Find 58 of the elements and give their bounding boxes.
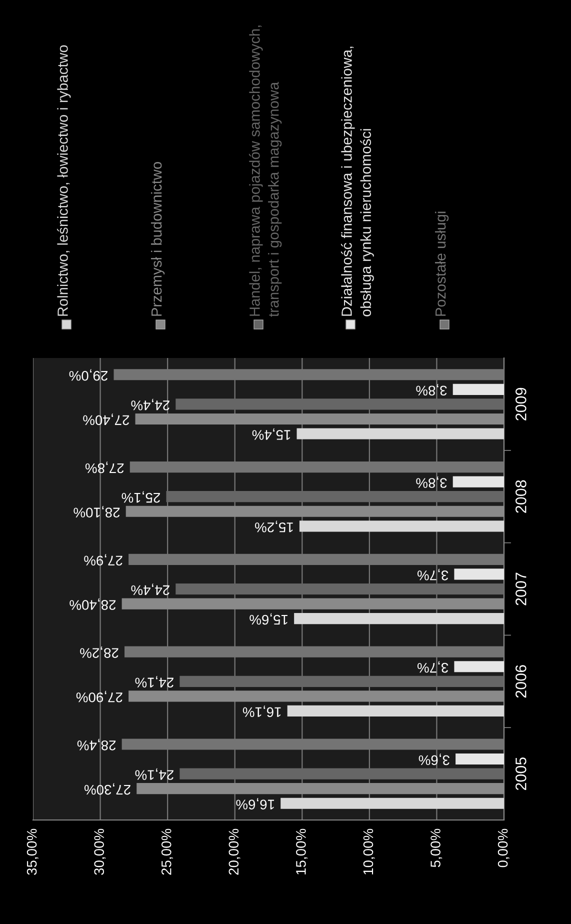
bar	[452, 384, 504, 395]
data-label: 3,8%	[416, 384, 447, 396]
data-label: 27,9%	[84, 554, 122, 566]
data-label: 28,10%	[74, 506, 120, 518]
y-tick-label: 2006	[516, 665, 526, 698]
data-label: 15,6%	[250, 613, 288, 625]
data-label: 3,7%	[417, 661, 448, 673]
x-tick-label: 10,00%	[363, 828, 375, 874]
text: Działalność finansowa i ubezpieczeniowa, obsługa rynku nieruchomości	[341, 46, 374, 316]
x-tick-label: 20,00%	[228, 828, 240, 875]
data-label: 15,2%	[255, 520, 293, 532]
bar	[180, 676, 504, 687]
bar	[296, 428, 504, 440]
text: Handel, naprawa pojazdów samochodowych, transport i gospodarka magazynowa	[249, 26, 282, 317]
data-label: 27,40%	[83, 414, 130, 426]
data-label: 27,90%	[76, 690, 122, 702]
bar	[454, 568, 504, 580]
bar	[454, 661, 504, 672]
y-tick-label: 2009	[516, 388, 526, 420]
x-tick-label: 35,00%	[26, 828, 38, 875]
x-tick-label: 5,00%	[430, 828, 442, 868]
x-tick-label: 30,00%	[94, 828, 106, 875]
data-label: 3,8%	[416, 476, 447, 488]
y-tick-label: 2008	[516, 480, 526, 513]
x-tick-label: 15,00%	[296, 828, 308, 874]
text: Rolnictwo, leśnictwo, łowiectwo i rybactwo	[57, 45, 71, 316]
data-label: 24,1%	[135, 676, 174, 688]
bar	[280, 798, 504, 809]
data-label: 16,1%	[242, 706, 281, 718]
data-label: 3,7%	[417, 568, 448, 580]
bar	[287, 705, 504, 717]
x-tick-label: 0,00%	[498, 828, 510, 868]
data-label: 29,0%	[69, 369, 108, 381]
data-label: 24,4%	[131, 584, 170, 596]
y-tick-label: 2005	[516, 757, 526, 790]
data-label: 27,8%	[85, 462, 124, 474]
data-label: 24,4%	[131, 398, 170, 410]
data-label: 24,1%	[135, 768, 174, 780]
data-label: 15,4%	[252, 428, 290, 440]
data-label: 3,6%	[418, 754, 450, 766]
x-tick-label: 25,00%	[161, 828, 173, 875]
bar	[166, 491, 504, 502]
data-label: 28,4%	[77, 738, 116, 750]
text: Przemysł i budownictwo	[151, 162, 165, 316]
bar	[180, 768, 504, 780]
data-label: 28,2%	[80, 646, 118, 658]
bar	[452, 476, 504, 488]
data-label: 27,30%	[84, 783, 130, 795]
bar	[176, 398, 504, 410]
data-label: 25,1%	[122, 491, 160, 503]
y-tick-label: 2007	[516, 572, 526, 606]
text: Pozostałe usługi	[435, 212, 449, 316]
data-label: 16,6%	[236, 798, 274, 810]
bar	[294, 613, 504, 624]
bar	[299, 520, 504, 532]
bar	[456, 753, 504, 765]
data-label: 28,40%	[70, 598, 116, 610]
bar	[176, 583, 504, 595]
